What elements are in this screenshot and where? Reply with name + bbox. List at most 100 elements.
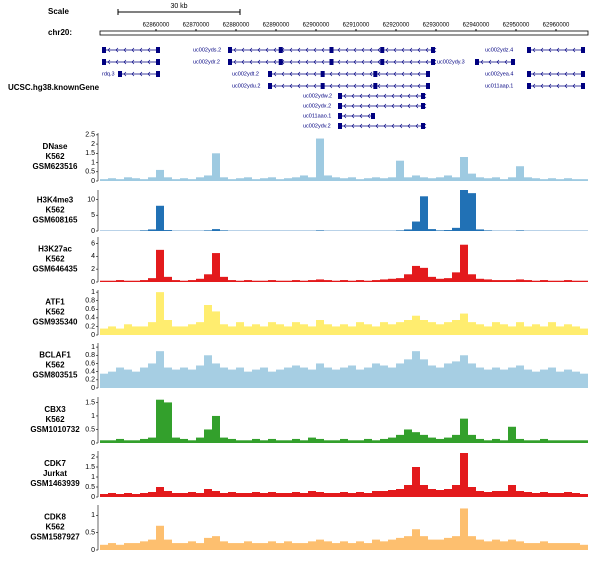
signal-bar	[212, 311, 220, 335]
gene-arrow	[321, 47, 325, 53]
track-label: GSM608165	[33, 216, 78, 225]
gene-arrow	[361, 47, 365, 53]
x-tick-label: 62890000	[263, 23, 290, 29]
y-tick-label: 2.5	[85, 132, 95, 139]
track-label: K562	[45, 152, 65, 161]
signal-bar	[404, 485, 412, 497]
signal-bar	[260, 326, 268, 335]
signal-bar	[284, 493, 292, 497]
signal-bar	[364, 324, 372, 335]
signal-bar	[108, 178, 116, 181]
signal-bar	[580, 328, 588, 335]
gene-arrow	[359, 123, 363, 129]
signal-bar	[548, 440, 556, 443]
signal-bar	[348, 440, 356, 443]
signal-bar	[444, 437, 452, 443]
y-tick-label: 0	[91, 385, 95, 392]
gene-exon	[527, 71, 531, 77]
signal-bar	[148, 278, 156, 282]
signal-bar	[396, 230, 404, 231]
signal-bar	[252, 179, 260, 181]
y-tick-label: 0.8	[85, 352, 95, 359]
gene-arrow	[540, 71, 544, 77]
gene-arrow	[532, 47, 536, 53]
gene-arrow	[289, 59, 293, 65]
signal-bar	[340, 438, 348, 443]
gene-arrow	[409, 83, 413, 89]
signal-bar	[444, 230, 452, 231]
signal-bar	[460, 355, 468, 388]
gene-exon	[156, 71, 160, 77]
gene-arrow	[385, 47, 389, 53]
signal-bar	[540, 326, 548, 335]
signal-bar	[132, 280, 140, 282]
track-label: CBX3	[44, 405, 66, 414]
signal-bar	[348, 177, 356, 181]
signal-bar	[364, 543, 372, 550]
y-tick-label: 1	[91, 413, 95, 420]
gene-arrow	[399, 93, 403, 99]
signal-bar	[268, 280, 276, 282]
signal-bar	[524, 369, 532, 388]
signal-bar	[340, 324, 348, 335]
signal-bar	[372, 363, 380, 388]
signal-bar	[156, 525, 164, 550]
gene-exon	[338, 113, 342, 119]
signal-bar	[300, 280, 308, 282]
signal-bar	[364, 178, 372, 181]
signal-bar	[524, 177, 532, 181]
signal-bar	[396, 322, 404, 335]
signal-bar	[468, 193, 476, 231]
signal-bar	[180, 493, 188, 497]
signal-bar	[140, 280, 148, 282]
track-label: K562	[45, 308, 65, 317]
signal-bar	[372, 280, 380, 282]
track-label: GSM646435	[33, 265, 78, 274]
signal-bar	[156, 205, 164, 231]
signal-bar	[244, 440, 252, 443]
signal-bar	[156, 249, 164, 282]
signal-bar	[492, 438, 500, 443]
signal-bar	[452, 320, 460, 335]
signal-bar	[308, 491, 316, 497]
signal-bar	[524, 280, 532, 282]
signal-bar	[540, 369, 548, 388]
signal-bar	[356, 280, 364, 282]
signal-bar	[276, 179, 284, 181]
signal-bar	[516, 230, 524, 231]
signal-bar	[516, 541, 524, 550]
y-tick-label: 0.5	[85, 426, 95, 433]
signal-bar	[276, 280, 284, 282]
gene-arrow	[367, 103, 371, 109]
gene-arrow	[548, 47, 552, 53]
signal-bar	[460, 508, 468, 550]
gene-arrow	[115, 47, 119, 53]
signal-bar	[332, 326, 340, 335]
gene-arrow	[367, 93, 371, 99]
signal-bar	[108, 280, 116, 282]
gene-arrow	[572, 47, 576, 53]
y-tick-label: 0.6	[85, 360, 95, 367]
signal-bar	[364, 438, 372, 443]
signal-bar	[140, 367, 148, 388]
signal-bar	[412, 315, 420, 335]
gene-arrow	[147, 59, 151, 65]
signal-bar	[172, 369, 180, 388]
signal-bar	[444, 489, 452, 497]
gene-exon	[581, 47, 585, 53]
signal-bar	[468, 487, 476, 497]
gene-exon	[102, 47, 106, 53]
signal-bar	[348, 365, 356, 388]
gene-arrow	[572, 71, 576, 77]
gene-exon	[475, 59, 479, 65]
signal-bar	[380, 365, 388, 388]
signal-bar	[380, 491, 388, 497]
signal-bar	[236, 543, 244, 550]
signal-bar	[172, 437, 180, 443]
gene-arrow	[367, 123, 371, 129]
signal-bar	[564, 280, 572, 282]
gene-exon	[268, 83, 272, 89]
signal-bar	[420, 359, 428, 388]
x-tick-label: 62920000	[383, 23, 410, 29]
gene-exon	[338, 123, 342, 129]
